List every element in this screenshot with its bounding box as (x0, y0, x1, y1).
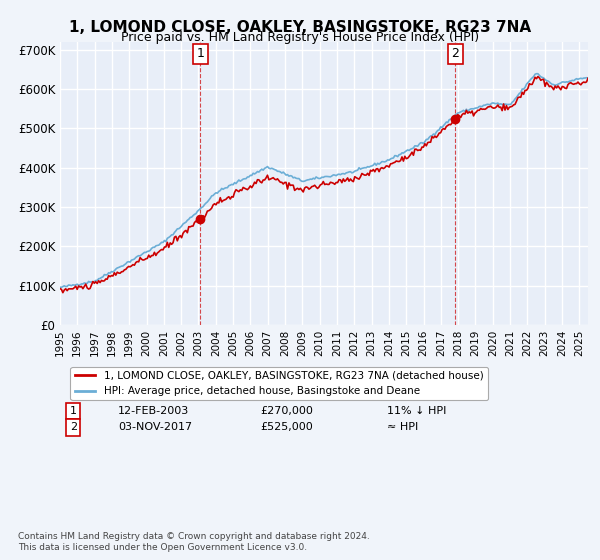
Text: 11% ↓ HPI: 11% ↓ HPI (388, 406, 447, 416)
Text: 12-FEB-2003: 12-FEB-2003 (118, 406, 190, 416)
Text: £270,000: £270,000 (260, 406, 314, 416)
Text: £525,000: £525,000 (260, 422, 313, 432)
Legend: 1, LOMOND CLOSE, OAKLEY, BASINGSTOKE, RG23 7NA (detached house), HPI: Average pr: 1, LOMOND CLOSE, OAKLEY, BASINGSTOKE, RG… (70, 367, 488, 400)
Text: 1, LOMOND CLOSE, OAKLEY, BASINGSTOKE, RG23 7NA: 1, LOMOND CLOSE, OAKLEY, BASINGSTOKE, RG… (69, 20, 531, 35)
Text: Price paid vs. HM Land Registry's House Price Index (HPI): Price paid vs. HM Land Registry's House … (121, 31, 479, 44)
Text: 1: 1 (70, 406, 77, 416)
Text: 2: 2 (70, 422, 77, 432)
Text: 2: 2 (451, 47, 460, 60)
Text: ≈ HPI: ≈ HPI (388, 422, 419, 432)
Text: 03-NOV-2017: 03-NOV-2017 (118, 422, 192, 432)
Text: 1: 1 (196, 47, 204, 60)
Text: Contains HM Land Registry data © Crown copyright and database right 2024.
This d: Contains HM Land Registry data © Crown c… (18, 532, 370, 552)
